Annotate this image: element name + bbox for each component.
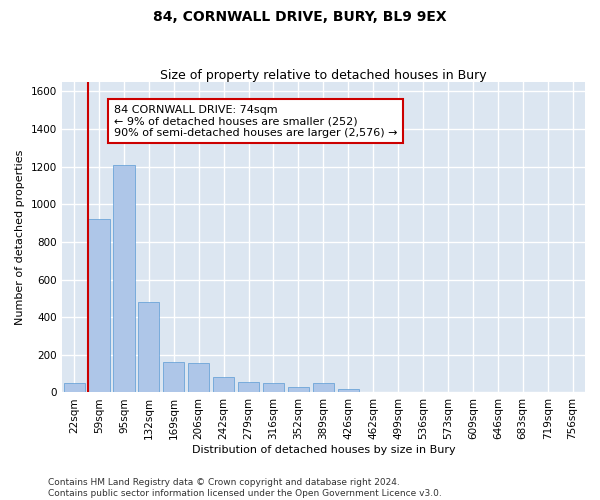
Bar (263, 383, 284, 392)
Bar (188, 364, 209, 392)
Text: 84 CORNWALL DRIVE: 74sqm
← 9% of detached houses are smaller (252)
90% of semi-d: 84 CORNWALL DRIVE: 74sqm ← 9% of detache… (114, 104, 398, 138)
Bar (163, 362, 184, 392)
Bar (138, 302, 160, 392)
Bar (213, 378, 234, 392)
Text: Contains HM Land Registry data © Crown copyright and database right 2024.
Contai: Contains HM Land Registry data © Crown c… (48, 478, 442, 498)
Text: 84, CORNWALL DRIVE, BURY, BL9 9EX: 84, CORNWALL DRIVE, BURY, BL9 9EX (153, 10, 447, 24)
X-axis label: Distribution of detached houses by size in Bury: Distribution of detached houses by size … (191, 445, 455, 455)
Bar (238, 382, 259, 392)
Title: Size of property relative to detached houses in Bury: Size of property relative to detached ho… (160, 69, 487, 82)
Bar (313, 383, 334, 392)
Y-axis label: Number of detached properties: Number of detached properties (15, 150, 25, 325)
Bar (88, 220, 110, 392)
Bar (113, 165, 134, 392)
Bar (288, 387, 309, 392)
Bar (64, 383, 85, 392)
Bar (338, 388, 359, 392)
